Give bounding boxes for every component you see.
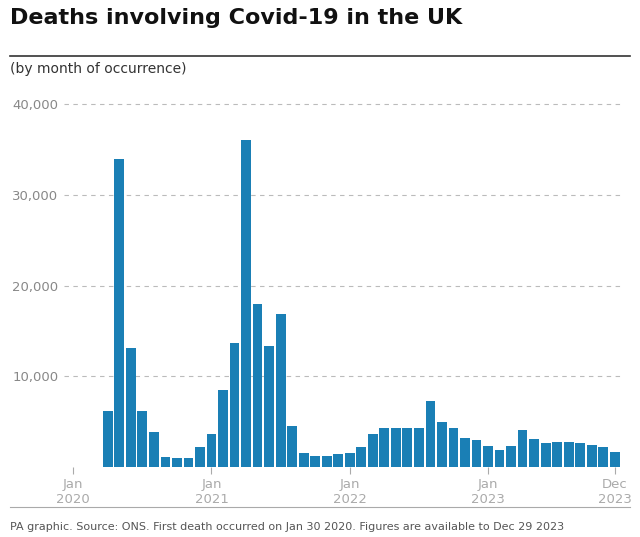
Bar — [149, 432, 159, 467]
Bar — [506, 446, 516, 467]
Bar — [287, 426, 297, 467]
Bar — [575, 443, 585, 467]
Bar — [195, 447, 205, 467]
Bar — [391, 427, 401, 467]
Bar — [403, 428, 412, 467]
Text: PA graphic. Source: ONS. First death occurred on Jan 30 2020. Figures are availa: PA graphic. Source: ONS. First death occ… — [10, 521, 564, 532]
Bar — [552, 442, 562, 467]
Bar — [207, 433, 216, 467]
Bar — [241, 140, 251, 467]
Bar — [356, 447, 366, 467]
Bar — [380, 428, 389, 467]
Bar — [126, 349, 136, 467]
Bar — [138, 411, 147, 467]
Bar — [103, 411, 113, 467]
Bar — [172, 458, 182, 467]
Bar — [322, 456, 332, 467]
Bar — [414, 428, 424, 467]
Bar — [345, 453, 355, 467]
Bar — [184, 458, 193, 467]
Bar — [333, 454, 343, 467]
Bar — [529, 439, 539, 467]
Bar — [310, 456, 320, 467]
Bar — [230, 343, 239, 467]
Bar — [598, 447, 608, 467]
Bar — [299, 453, 308, 467]
Bar — [426, 401, 435, 467]
Bar — [541, 442, 550, 467]
Bar — [115, 158, 124, 467]
Bar — [610, 452, 620, 467]
Bar — [495, 450, 504, 467]
Bar — [368, 433, 378, 467]
Bar — [264, 346, 274, 467]
Bar — [161, 457, 170, 467]
Text: (by month of occurrence): (by month of occurrence) — [10, 62, 186, 76]
Bar — [460, 438, 470, 467]
Bar — [483, 446, 493, 467]
Bar — [253, 304, 262, 467]
Bar — [218, 390, 228, 467]
Text: Deaths involving Covid-19 in the UK: Deaths involving Covid-19 in the UK — [10, 8, 461, 28]
Bar — [449, 428, 458, 467]
Bar — [518, 430, 527, 467]
Bar — [564, 442, 573, 467]
Bar — [587, 445, 596, 467]
Bar — [276, 314, 285, 467]
Bar — [437, 422, 447, 467]
Bar — [472, 439, 481, 467]
